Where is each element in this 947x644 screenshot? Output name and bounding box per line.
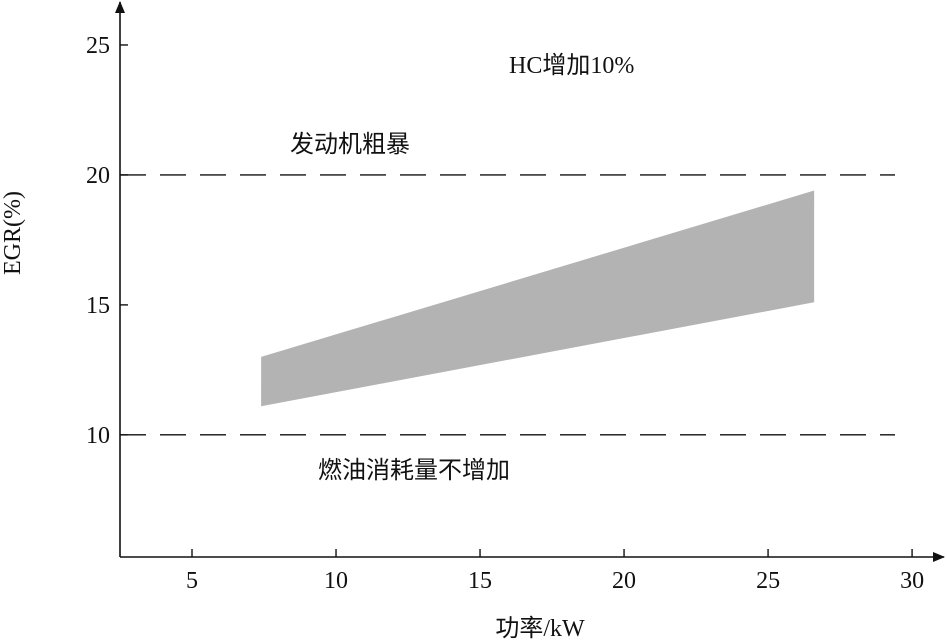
annotation-hc-increase: HC增加10% xyxy=(509,52,634,79)
x-axis-title: 功率/kW xyxy=(495,615,585,642)
y-tick-label: 25 xyxy=(86,33,110,59)
egr-band-area xyxy=(261,190,815,407)
annotation-fuel-consumption: 燃油消耗量不增加 xyxy=(318,457,510,484)
x-tick-label: 10 xyxy=(324,568,348,594)
y-tick-label: 15 xyxy=(86,293,110,319)
x-tick-label: 30 xyxy=(900,568,924,594)
y-tick-label: 20 xyxy=(86,163,110,189)
x-tick-label: 5 xyxy=(186,568,198,594)
y-axis-title: EGR(%) xyxy=(0,191,26,275)
annotation-engine-rough: 发动机粗暴 xyxy=(290,131,410,158)
x-tick-label: 20 xyxy=(612,568,636,594)
y-tick-label: 10 xyxy=(86,423,110,449)
x-tick-label: 25 xyxy=(756,568,780,594)
x-tick-label: 15 xyxy=(468,568,492,594)
